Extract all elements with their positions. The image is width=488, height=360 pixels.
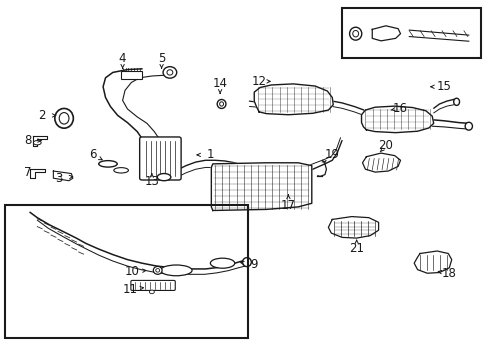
Text: 7: 7 — [24, 166, 31, 179]
Ellipse shape — [33, 140, 41, 145]
Ellipse shape — [59, 113, 69, 124]
Ellipse shape — [210, 258, 234, 268]
Text: 21: 21 — [348, 242, 364, 255]
Ellipse shape — [160, 265, 192, 276]
Ellipse shape — [349, 27, 361, 40]
Polygon shape — [328, 217, 378, 238]
Bar — [341, 8, 480, 58]
Text: 2: 2 — [39, 109, 46, 122]
Text: 16: 16 — [392, 102, 407, 115]
Ellipse shape — [156, 269, 159, 272]
Bar — [4, 205, 248, 338]
Text: 13: 13 — [144, 175, 159, 188]
Polygon shape — [30, 169, 44, 178]
Ellipse shape — [352, 31, 358, 37]
Ellipse shape — [166, 70, 172, 75]
Ellipse shape — [163, 67, 176, 78]
Text: 3: 3 — [56, 172, 63, 185]
FancyBboxPatch shape — [140, 137, 181, 180]
Polygon shape — [33, 136, 47, 146]
Ellipse shape — [114, 168, 128, 173]
Polygon shape — [254, 84, 332, 115]
Text: 18: 18 — [441, 267, 456, 280]
Text: 17: 17 — [280, 199, 295, 212]
Text: 11: 11 — [122, 283, 137, 296]
FancyBboxPatch shape — [121, 71, 142, 79]
Polygon shape — [413, 251, 451, 273]
Text: 10: 10 — [124, 265, 140, 278]
Text: 12: 12 — [251, 75, 266, 88]
Text: 6: 6 — [89, 148, 97, 161]
Ellipse shape — [242, 258, 251, 267]
Ellipse shape — [55, 108, 73, 128]
Polygon shape — [211, 163, 311, 211]
Polygon shape — [361, 106, 433, 133]
Ellipse shape — [149, 290, 154, 294]
Text: 20: 20 — [378, 139, 392, 152]
Ellipse shape — [99, 161, 117, 167]
Text: 8: 8 — [24, 134, 31, 147]
Text: 19: 19 — [324, 148, 339, 161]
Text: 1: 1 — [206, 148, 214, 161]
Polygon shape — [53, 171, 73, 181]
Ellipse shape — [153, 266, 162, 274]
Ellipse shape — [217, 99, 225, 108]
Text: 14: 14 — [212, 77, 227, 90]
Ellipse shape — [157, 174, 170, 181]
Polygon shape — [362, 153, 400, 172]
Text: 9: 9 — [250, 258, 258, 271]
Text: 5: 5 — [158, 51, 165, 64]
Text: 15: 15 — [436, 80, 451, 93]
Ellipse shape — [464, 122, 471, 130]
Polygon shape — [371, 26, 400, 41]
Ellipse shape — [453, 98, 459, 105]
Ellipse shape — [219, 102, 223, 106]
FancyBboxPatch shape — [131, 280, 175, 291]
Text: 4: 4 — [119, 51, 126, 64]
